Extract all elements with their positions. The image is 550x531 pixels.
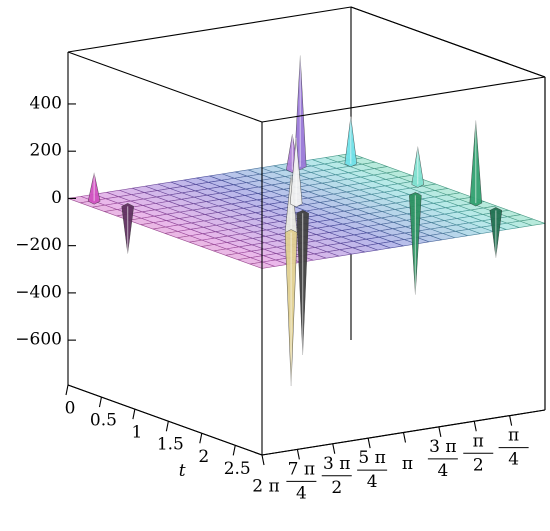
x-tick-label: 2 π [252,477,279,497]
box-edge [67,384,263,456]
z-tick-label: −400 [15,282,62,302]
z-tick-label: −600 [15,330,62,350]
t-tick-label: 1 [131,423,142,443]
x-tick-label: π [402,454,413,474]
z-tick-label: 400 [30,93,62,113]
t-tick [132,409,136,420]
t-tick [98,396,102,408]
t-tick [165,421,169,432]
z-tick-label: 200 [30,141,62,161]
z-tick-label: −200 [15,235,62,255]
x-tick [438,426,442,437]
x-tick [473,421,477,432]
box-edge [261,76,546,123]
x-tick [367,438,371,449]
x-tick [261,454,265,466]
x-tick [332,443,336,454]
z-tick-label: 0 [51,188,62,208]
t-tick-label: 0.5 [90,411,117,431]
box-edge [67,51,263,123]
box-edge [350,6,546,78]
t-tick [232,445,236,456]
box-edge [67,6,352,53]
t-tick-label: 2.5 [224,459,251,479]
x-tick [509,415,513,426]
t-tick [65,384,69,396]
t-tick-label: 1.5 [157,435,184,455]
t-tick-label: 2 [198,447,209,467]
t-tick [199,433,203,444]
t-tick-label: 0 [65,399,76,419]
t-axis-label: t [179,461,186,481]
x-tick [402,432,407,443]
x-tick [296,449,300,460]
